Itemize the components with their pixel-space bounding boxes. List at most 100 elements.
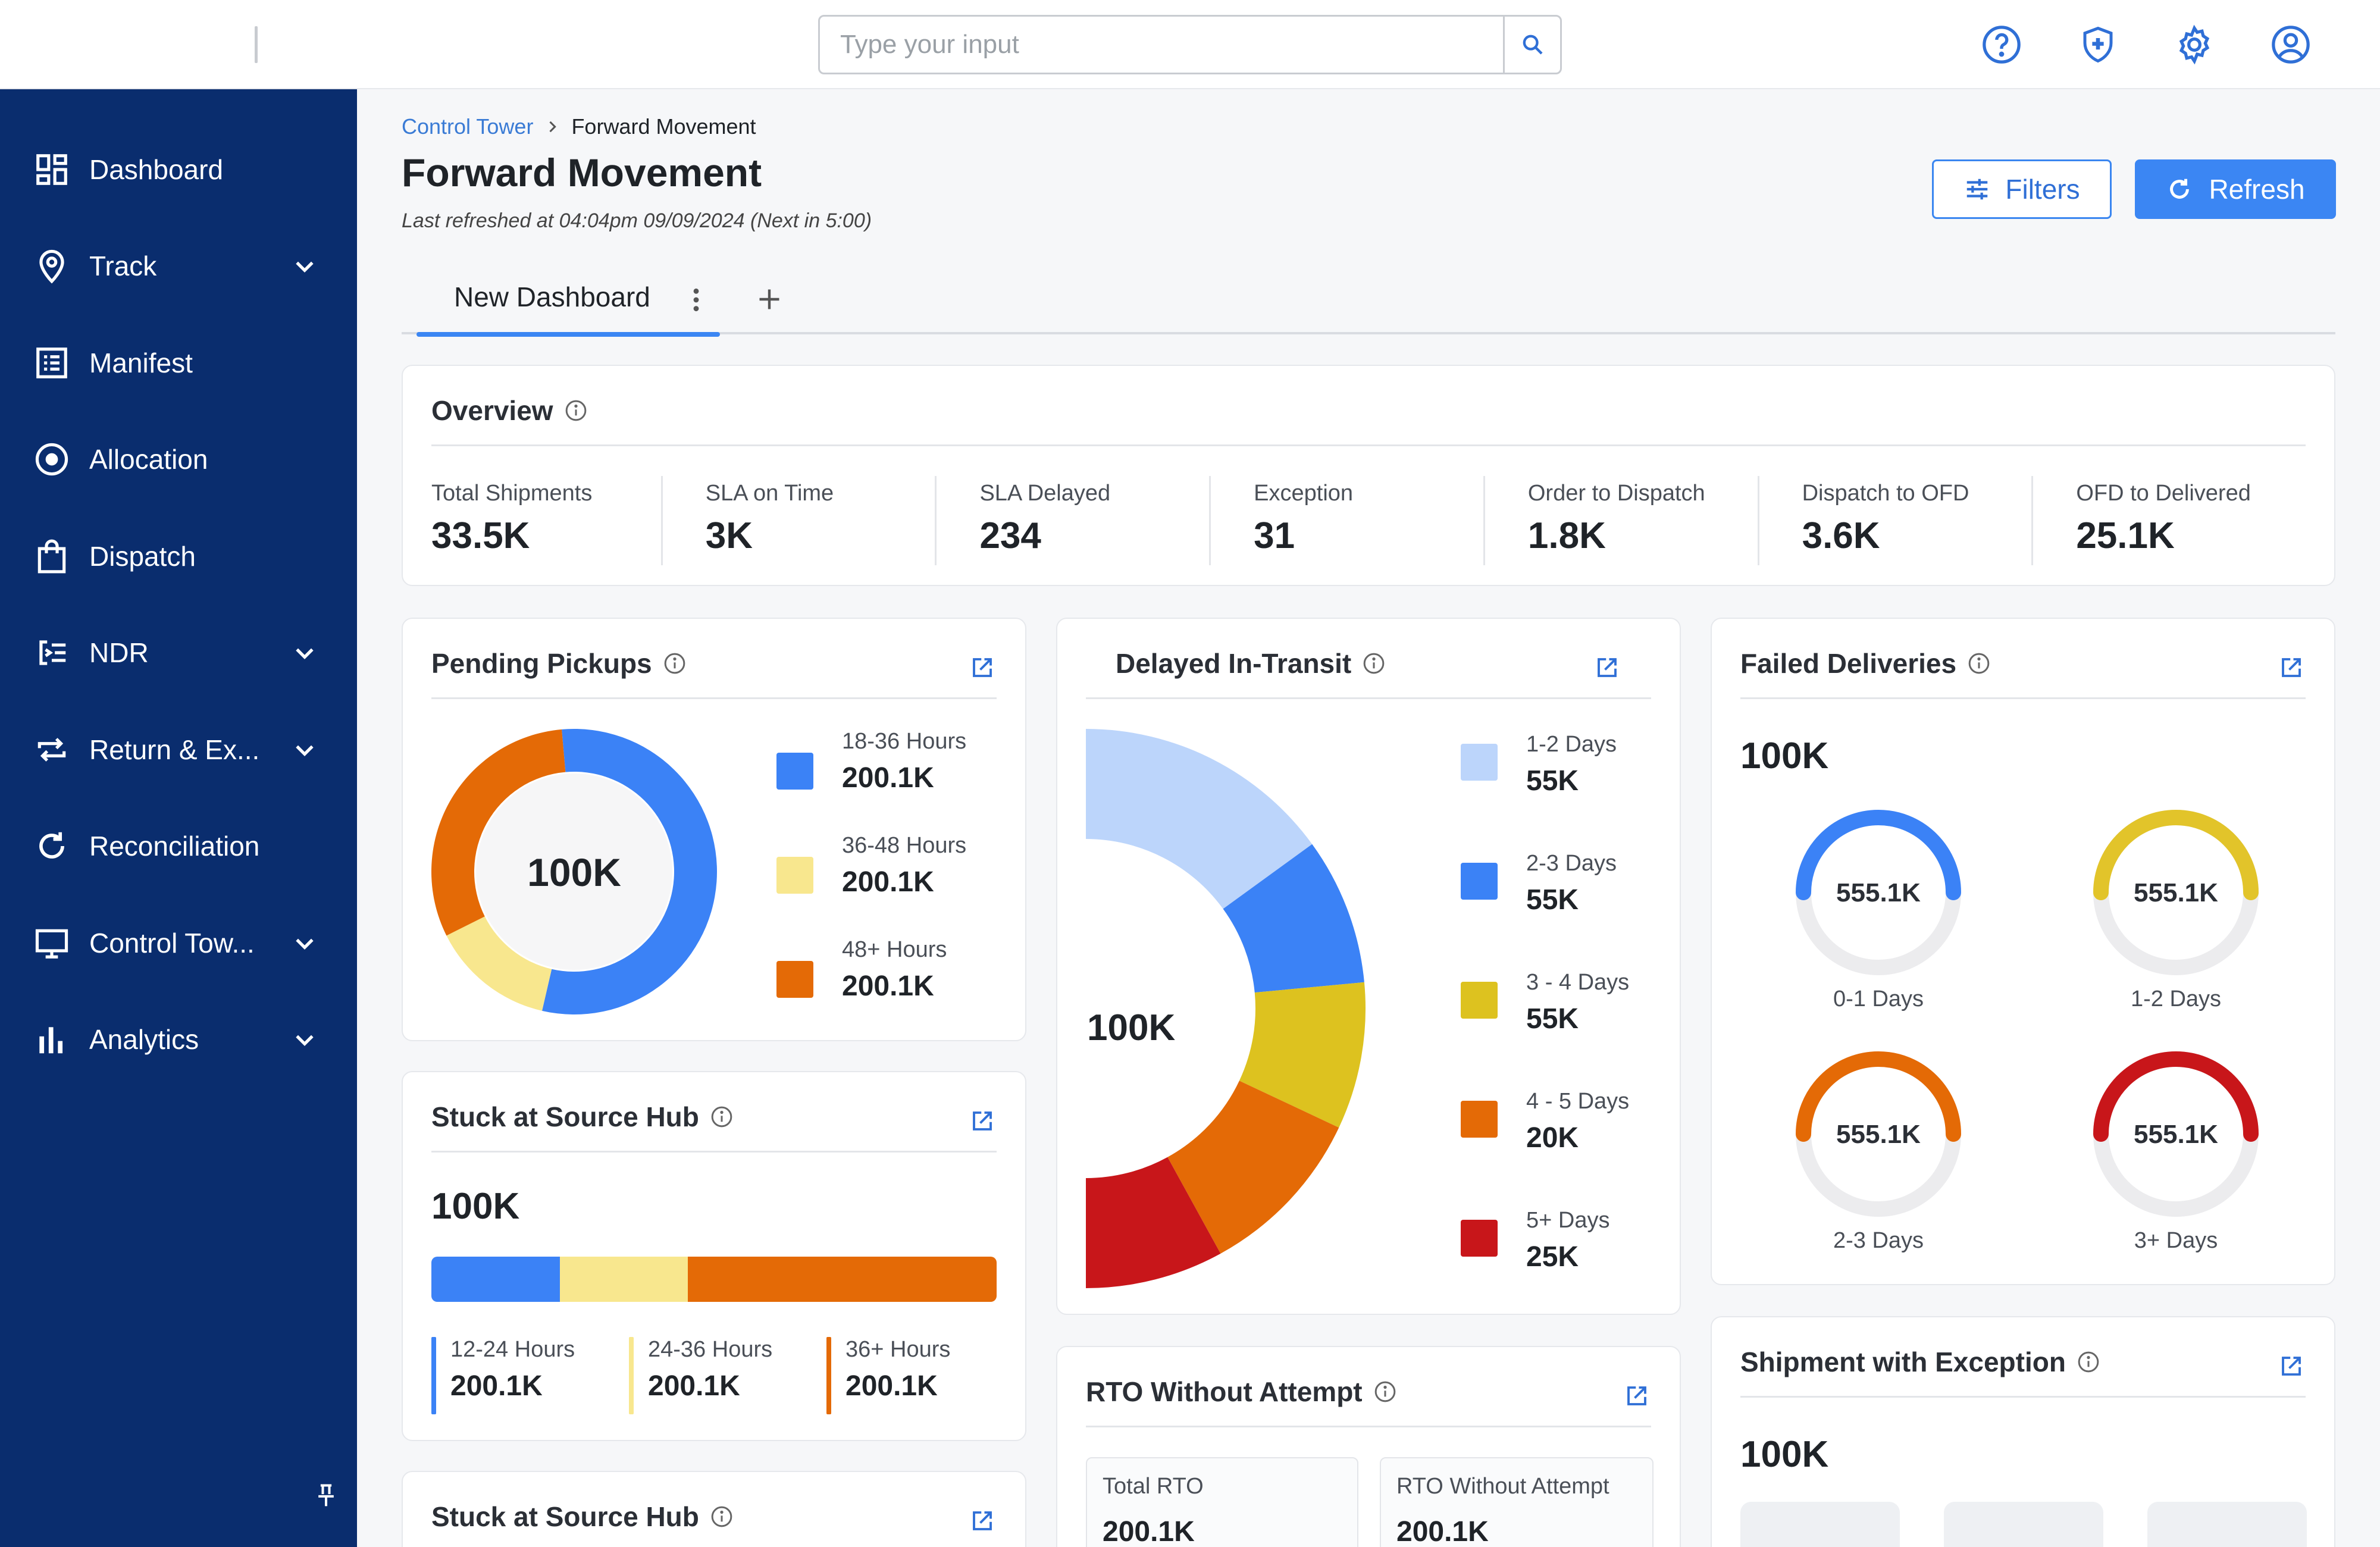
open-external-button[interactable]	[2277, 1352, 2306, 1380]
stat-label: SLA on Time	[705, 481, 834, 506]
dashboard-icon	[31, 149, 73, 190]
segment-marker	[629, 1337, 634, 1414]
security-button[interactable]	[2074, 21, 2122, 68]
delayed-in-transit-card: Delayed In-Transit 100K 1-2 Days 55K 2-3 …	[1056, 618, 1681, 1315]
filters-button[interactable]: Filters	[1932, 159, 2112, 219]
info-icon[interactable]	[1967, 652, 1991, 675]
help-circle-icon	[1983, 26, 2021, 64]
more-vertical-icon	[693, 288, 699, 312]
chevron-down-icon[interactable]	[288, 249, 321, 283]
legend-label: 18-36 Hours	[842, 729, 967, 754]
help-button[interactable]	[1978, 21, 2025, 68]
info-icon[interactable]	[1362, 652, 1386, 675]
donut-slice[interactable]	[1239, 982, 1366, 1128]
card-total: 100K	[1740, 1434, 1829, 1475]
info-icon[interactable]	[663, 652, 687, 675]
search-button[interactable]	[1503, 17, 1560, 73]
legend-item: 5+ Days 25K	[1461, 1208, 1609, 1273]
sidebar-item-manifest[interactable]: Manifest	[0, 327, 357, 399]
external-link-icon	[2282, 1357, 2301, 1376]
info-icon[interactable]	[710, 1105, 734, 1129]
stat-sla-delayed: SLA Delayed 234	[935, 476, 1209, 565]
open-external-button[interactable]	[1623, 1382, 1651, 1410]
legend-item: 4 - 5 Days 20K	[1461, 1089, 1629, 1154]
gauge-value: 555.1K	[2134, 1120, 2218, 1149]
chevron-down-icon[interactable]	[288, 1023, 321, 1056]
open-external-button[interactable]	[968, 1507, 997, 1535]
donut-slice[interactable]	[542, 729, 717, 1014]
open-external-button[interactable]	[2277, 653, 2306, 682]
bag-icon	[31, 536, 73, 577]
card-title: Stuck at Source Hub	[431, 1501, 734, 1533]
card-title-text: Stuck at Source Hub	[431, 1101, 699, 1132]
info-icon[interactable]	[564, 399, 588, 422]
info-icon[interactable]	[2077, 1350, 2100, 1374]
gauge-2-3-days: 555.1K	[1796, 1051, 1961, 1217]
sidebar-item-dispatch[interactable]: Dispatch	[0, 521, 357, 592]
settings-button[interactable]	[2171, 21, 2218, 68]
legend-label: 48+ Hours	[842, 937, 947, 962]
open-external-button[interactable]	[968, 1107, 997, 1135]
dashboard-tabs: New Dashboard	[402, 268, 2335, 337]
legend-swatch	[776, 753, 813, 790]
search-icon	[1523, 35, 1543, 55]
return-arrows-icon	[31, 729, 73, 771]
sidebar-item-dashboard[interactable]: Dashboard	[0, 134, 357, 205]
legend-value: 25K	[1526, 1241, 1579, 1273]
stat-value: 234	[979, 515, 1041, 556]
stat-label: Total Shipments	[431, 481, 593, 506]
card-title: Shipment with Exception	[1740, 1346, 2100, 1378]
chevron-down-icon[interactable]	[288, 733, 321, 766]
external-link-icon	[973, 1111, 992, 1130]
pin-sidebar-button[interactable]	[309, 1479, 343, 1512]
search-input[interactable]	[820, 17, 1503, 73]
card-divider	[431, 1151, 997, 1153]
add-tab-button[interactable]	[749, 278, 790, 320]
profile-button[interactable]	[2267, 21, 2315, 68]
bar-segment[interactable]	[559, 1257, 688, 1302]
donut-slice[interactable]	[1167, 1081, 1339, 1254]
refresh-button[interactable]: Refresh	[2135, 159, 2336, 219]
legend-label: 12-24 Hours	[450, 1337, 575, 1362]
breadcrumb-link-control-tower[interactable]: Control Tower	[402, 114, 534, 139]
sidebar-item-allocation[interactable]: Allocation	[0, 424, 357, 495]
open-external-button[interactable]	[1593, 653, 1621, 682]
legend-label: 5+ Days	[1526, 1208, 1610, 1233]
tab-options-button[interactable]	[687, 282, 705, 318]
sidebar-item-ndr[interactable]: NDR	[0, 617, 357, 688]
card-title-text: RTO Without Attempt	[1086, 1376, 1363, 1407]
card-total: 100K	[431, 1186, 520, 1227]
stat-label: SLA Delayed	[979, 481, 1111, 506]
legend-value: 200.1K	[648, 1370, 740, 1402]
legend-label: 3 - 4 Days	[1526, 970, 1630, 995]
bar-segment[interactable]	[431, 1257, 560, 1302]
sidebar-item-return-exchange[interactable]: Return & Ex...	[0, 714, 357, 785]
bar-segment[interactable]	[688, 1257, 997, 1302]
card-title-text: Failed Deliveries	[1740, 648, 1957, 679]
chevron-down-icon[interactable]	[288, 926, 321, 960]
stat-label: Order to Dispatch	[1527, 481, 1705, 506]
donut-slice[interactable]	[1086, 729, 1313, 909]
sidebar-item-track[interactable]: Track	[0, 230, 357, 302]
info-icon[interactable]	[710, 1505, 734, 1529]
sidebar-item-analytics[interactable]: Analytics	[0, 1004, 357, 1075]
tab-new-dashboard[interactable]: New Dashboard	[416, 268, 720, 337]
overview-card: Overview Total Shipments 33.5K SLA on Tim…	[402, 365, 2335, 586]
chevron-down-icon[interactable]	[288, 636, 321, 669]
open-external-button[interactable]	[968, 653, 997, 682]
stat-label: RTO Without Attempt	[1396, 1474, 1609, 1499]
donut-slice[interactable]	[1223, 844, 1364, 993]
gauge-arc	[1796, 1051, 1961, 1142]
donut-slice[interactable]	[1086, 1157, 1221, 1288]
sidebar-item-label: NDR	[89, 637, 149, 668]
sidebar-item-label: Return & Ex...	[89, 734, 260, 765]
sidebar-item-control-tower[interactable]: Control Tow...	[0, 907, 357, 979]
overview-stats: Total Shipments 33.5K SLA on Time 3K SLA D…	[431, 476, 2306, 565]
breadcrumb: Control Tower Forward Movement	[402, 114, 756, 139]
donut-slice[interactable]	[446, 916, 552, 1011]
page-title: Forward Movement	[402, 151, 762, 195]
donut-slice[interactable]	[431, 729, 566, 936]
info-icon[interactable]	[1373, 1380, 1397, 1404]
card-title: RTO Without Attempt	[1086, 1376, 1397, 1408]
sidebar-item-reconciliation[interactable]: Reconciliation	[0, 810, 357, 882]
